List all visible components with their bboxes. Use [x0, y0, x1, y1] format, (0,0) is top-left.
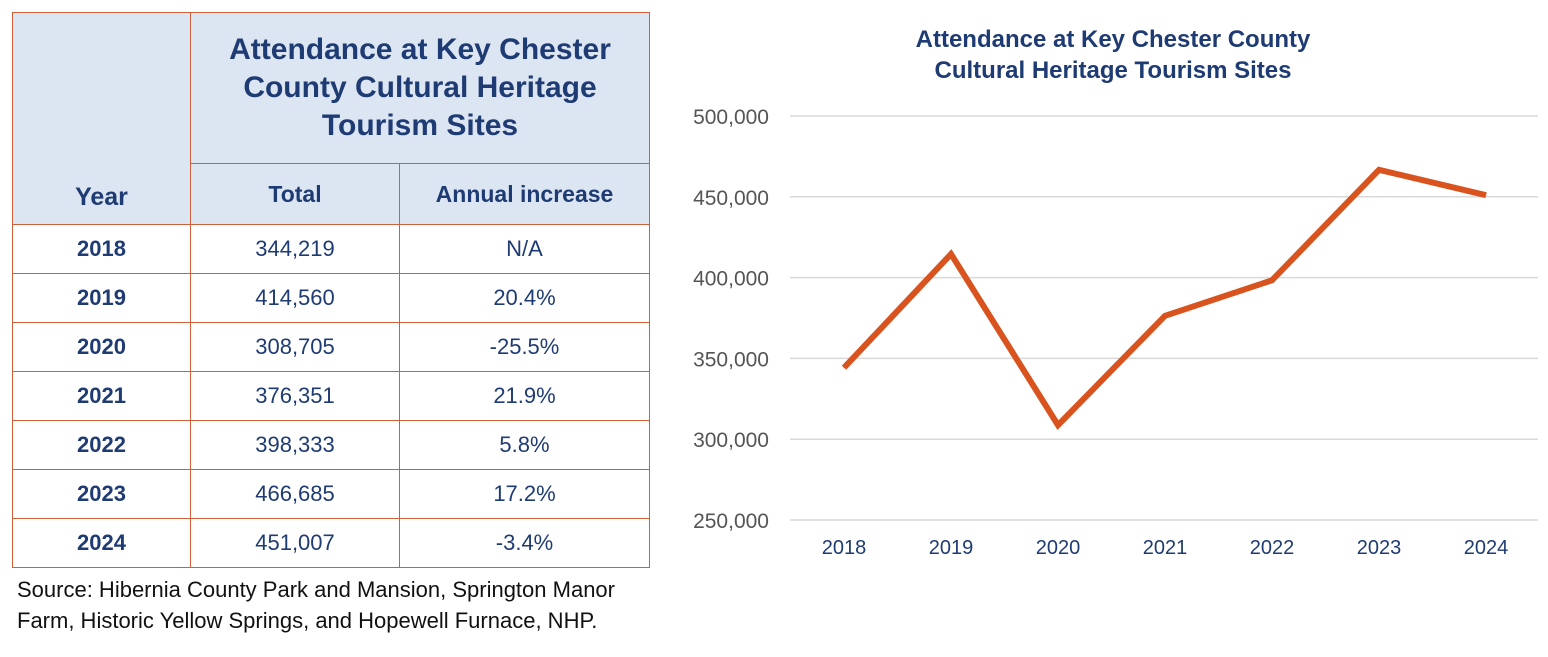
- increase-cell: 17.2%: [398, 469, 651, 519]
- line-chart-panel: Attendance at Key Chester County Cultura…: [660, 0, 1548, 657]
- total-column-header: Total: [190, 163, 400, 225]
- table-row: 2018 344,219 N/A: [12, 224, 651, 274]
- total-cell: 308,705: [190, 322, 400, 372]
- y-tick-label: 300,000: [693, 429, 769, 452]
- increase-cell: 20.4%: [398, 273, 651, 323]
- total-cell: 414,560: [190, 273, 400, 323]
- total-cell: 451,007: [190, 518, 400, 568]
- y-tick-label: 250,000: [693, 510, 769, 533]
- table-title-line: County Cultural Heritage: [243, 71, 597, 104]
- table-row: 2019 414,560 20.4%: [12, 273, 651, 323]
- chart-title-line: Cultural Heritage Tourism Sites: [934, 57, 1292, 84]
- x-tick-label: 2018: [822, 537, 867, 559]
- increase-cell: -25.5%: [398, 322, 651, 372]
- table-row: 2024 451,007 -3.4%: [12, 518, 651, 568]
- y-tick-label: 350,000: [693, 348, 769, 371]
- table-title-line: Attendance at Key Chester: [229, 33, 611, 66]
- increase-cell: 5.8%: [398, 420, 651, 470]
- data-point: [1271, 279, 1273, 281]
- increase-cell: -3.4%: [398, 518, 651, 568]
- data-point: [1057, 424, 1059, 426]
- x-tick-label: 2023: [1357, 537, 1402, 559]
- table-row: 2020 308,705 -25.5%: [12, 322, 651, 372]
- table-row: 2021 376,351 21.9%: [12, 371, 651, 421]
- attendance-table: Year Attendance at Key Chester County Cu…: [12, 12, 651, 568]
- data-point: [1164, 315, 1166, 317]
- total-cell: 398,333: [190, 420, 400, 470]
- attendance-table-panel: Year Attendance at Key Chester County Cu…: [12, 12, 651, 568]
- y-tick-label: 450,000: [693, 187, 769, 210]
- y-tick-label: 500,000: [693, 106, 769, 129]
- data-point: [1378, 169, 1380, 171]
- x-tick-label: 2022: [1250, 537, 1295, 559]
- year-cell: 2024: [12, 518, 191, 568]
- table-row: 2022 398,333 5.8%: [12, 420, 651, 470]
- y-tick-label: 400,000: [693, 268, 769, 291]
- chart-title: Attendance at Key Chester County Cultura…: [810, 24, 1416, 86]
- data-point: [1485, 194, 1487, 196]
- year-cell: 2019: [12, 273, 191, 323]
- x-tick-label: 2019: [929, 537, 974, 559]
- year-cell: 2023: [12, 469, 191, 519]
- year-cell: 2020: [12, 322, 191, 372]
- year-column-header: Year: [12, 12, 191, 225]
- series-line: [841, 166, 1487, 430]
- x-tick-label: 2021: [1143, 537, 1188, 559]
- total-cell: 376,351: [190, 371, 400, 421]
- increase-cell: 21.9%: [398, 371, 651, 421]
- x-tick-label: 2020: [1036, 537, 1081, 559]
- year-cell: 2018: [12, 224, 191, 274]
- total-cell: 466,685: [190, 469, 400, 519]
- chart-title-line: Attendance at Key Chester County: [915, 26, 1311, 53]
- increase-column-header: Annual increase: [398, 163, 651, 225]
- total-cell: 344,219: [190, 224, 400, 274]
- line-chart: 250,000 300,000 350,000 400,000 450,000 500,0…: [693, 106, 1538, 559]
- x-tick-label: 2024: [1464, 537, 1509, 559]
- table-title: Attendance at Key Chester County Cultura…: [189, 12, 651, 164]
- year-cell: 2022: [12, 420, 191, 470]
- table-row: 2023 466,685 17.2%: [12, 469, 651, 519]
- data-point: [843, 367, 845, 369]
- table-title-line: Tourism Sites: [321, 109, 519, 142]
- year-cell: 2021: [12, 371, 191, 421]
- data-point: [950, 253, 952, 255]
- source-note: Source: Hibernia County Park and Mansion…: [17, 577, 615, 633]
- increase-cell: N/A: [398, 224, 651, 274]
